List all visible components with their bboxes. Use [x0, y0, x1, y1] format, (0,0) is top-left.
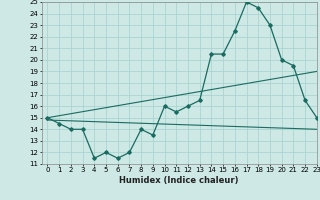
- X-axis label: Humidex (Indice chaleur): Humidex (Indice chaleur): [119, 176, 239, 185]
